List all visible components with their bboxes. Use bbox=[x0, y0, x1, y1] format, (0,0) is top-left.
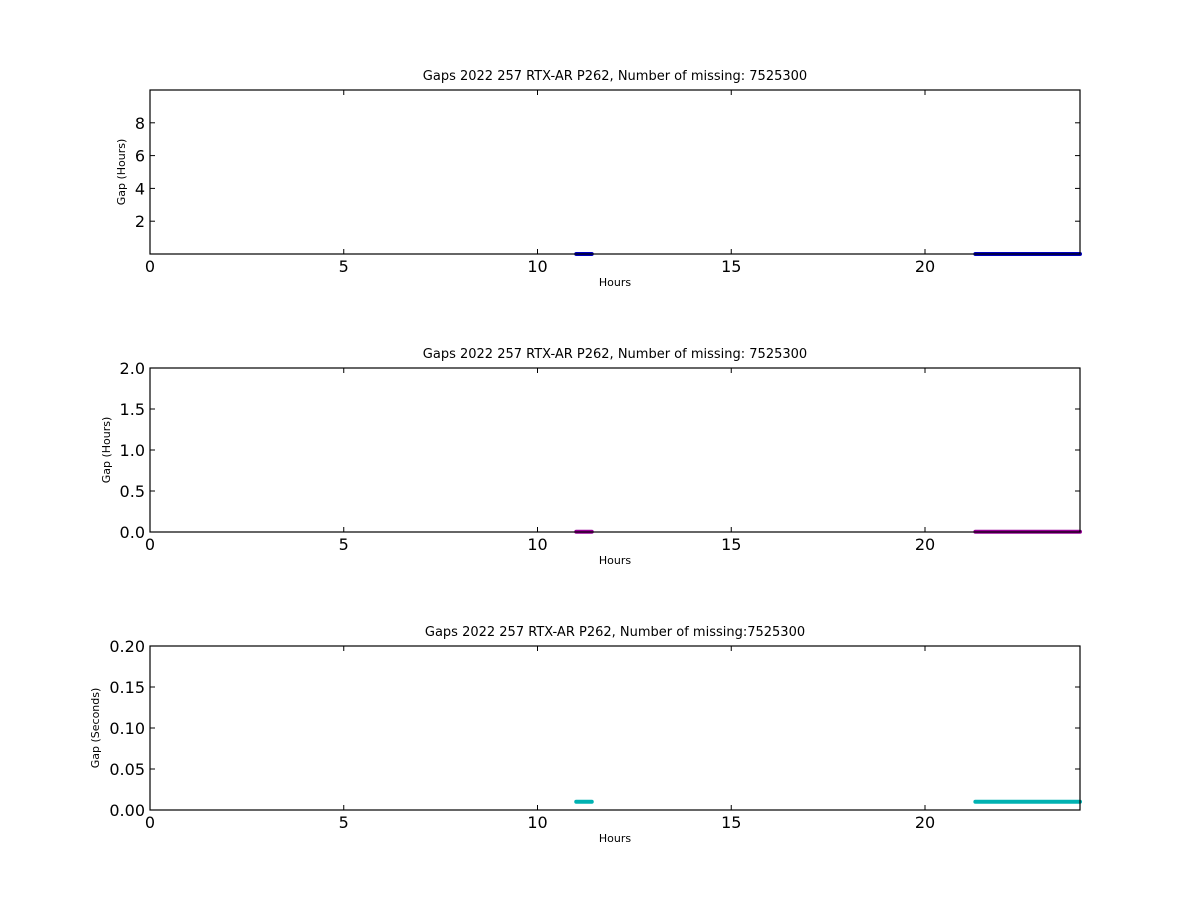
x-ticks: 0 5 10 15 20 bbox=[145, 646, 935, 832]
chart-panel-1: Gaps 2022 257 RTX-AR P262, Number of mis… bbox=[115, 69, 1082, 289]
x-axis-label: Hours bbox=[599, 554, 631, 567]
plot-frame bbox=[149, 645, 1081, 811]
x-tick-label: 5 bbox=[339, 813, 349, 832]
plot-frame bbox=[149, 367, 1081, 533]
x-tick-label: 15 bbox=[721, 257, 741, 276]
y-tick-label: 6 bbox=[135, 147, 145, 166]
x-axis-label: Hours bbox=[599, 832, 631, 845]
y-axis-label: Gap (Hours) bbox=[100, 417, 113, 484]
x-axis-label: Hours bbox=[599, 276, 631, 289]
y-tick-label: 2.0 bbox=[120, 359, 145, 378]
y-tick-label: 0.20 bbox=[109, 637, 145, 656]
y-ticks: 2 4 6 8 bbox=[135, 114, 1080, 231]
x-tick-label: 5 bbox=[339, 535, 349, 554]
y-tick-label: 0.0 bbox=[120, 523, 145, 542]
plot-frame bbox=[149, 89, 1081, 255]
y-tick-label: 1.5 bbox=[120, 400, 145, 419]
x-tick-label: 10 bbox=[527, 535, 547, 554]
y-tick-label: 0.5 bbox=[120, 482, 145, 501]
x-tick-label: 20 bbox=[915, 257, 935, 276]
y-tick-label: 0.00 bbox=[109, 801, 145, 820]
x-tick-label: 0 bbox=[145, 813, 155, 832]
chart-title: Gaps 2022 257 RTX-AR P262, Number of mis… bbox=[425, 625, 805, 640]
x-tick-label: 0 bbox=[145, 535, 155, 554]
x-tick-label: 15 bbox=[721, 535, 741, 554]
y-tick-label: 2 bbox=[135, 212, 145, 231]
y-axis-label: Gap (Hours) bbox=[115, 139, 128, 206]
y-tick-label: 1.0 bbox=[120, 441, 145, 460]
y-tick-label: 0.05 bbox=[109, 760, 145, 779]
y-tick-label: 4 bbox=[135, 179, 145, 198]
y-tick-label: 8 bbox=[135, 114, 145, 133]
x-tick-label: 20 bbox=[915, 535, 935, 554]
y-tick-label: 0.10 bbox=[109, 719, 145, 738]
y-tick-label: 0.15 bbox=[109, 678, 145, 697]
x-ticks: 0 5 10 15 20 bbox=[145, 368, 935, 554]
chart-title: Gaps 2022 257 RTX-AR P262, Number of mis… bbox=[423, 347, 807, 362]
y-ticks: 0.00 0.05 0.10 0.15 0.20 bbox=[109, 637, 1080, 820]
x-tick-label: 10 bbox=[527, 813, 547, 832]
x-tick-label: 20 bbox=[915, 813, 935, 832]
x-tick-label: 10 bbox=[527, 257, 547, 276]
x-tick-label: 15 bbox=[721, 813, 741, 832]
chart-panel-3: Gaps 2022 257 RTX-AR P262, Number of mis… bbox=[89, 625, 1082, 845]
x-ticks: 0 5 10 15 20 bbox=[145, 90, 935, 276]
x-tick-label: 0 bbox=[145, 257, 155, 276]
chart-panel-2: Gaps 2022 257 RTX-AR P262, Number of mis… bbox=[100, 347, 1082, 567]
y-axis-label: Gap (Seconds) bbox=[89, 688, 102, 769]
chart-title: Gaps 2022 257 RTX-AR P262, Number of mis… bbox=[423, 69, 807, 84]
y-ticks: 0.0 0.5 1.0 1.5 2.0 bbox=[120, 359, 1080, 542]
x-tick-label: 5 bbox=[339, 257, 349, 276]
